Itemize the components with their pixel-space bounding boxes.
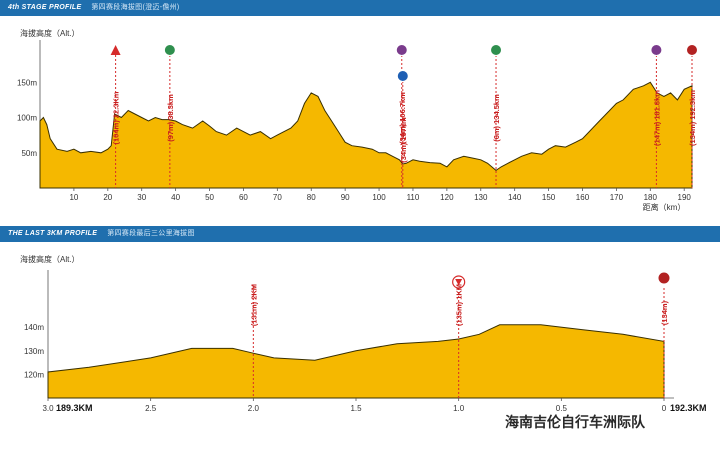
stage-marker-label: (6m) 134.5km	[492, 94, 501, 142]
last3km-x-tick-label: 2.0	[248, 404, 260, 413]
stage-x-tick-label: 80	[307, 193, 316, 202]
stage-x-tick-label: 130	[474, 193, 488, 202]
stage-y-tick-label: 100m	[17, 114, 37, 123]
green-feed-icon	[490, 44, 503, 56]
stage-marker-label: (97m) 38.3km	[166, 94, 175, 142]
stage-x-tick-label: 150	[542, 193, 556, 202]
last3km-end-km-label: 192.3KM	[670, 403, 707, 413]
sprint-triangle-icon	[110, 45, 121, 55]
stage-x-tick-label: 20	[103, 193, 112, 202]
intermediate-sprint-icon	[395, 44, 408, 56]
stage-x-tick-label: 170	[610, 193, 624, 202]
stage-y-tick-label: 150m	[17, 78, 37, 87]
last3km-marker-label: (134m)	[660, 300, 669, 325]
stage-x-tick-label: 50	[205, 193, 214, 202]
last3km-x-tick-label: 3.0	[42, 404, 54, 413]
stage-x-tick-label: 40	[171, 193, 180, 202]
stage-profile-subtitle: 第四赛段海拔图(澄迈-儋州)	[91, 4, 180, 11]
last3km-marker-label: (131m) 2KM	[249, 284, 258, 326]
finish-flag-icon	[657, 271, 671, 285]
stage-y-axis-label: 海拔高度（Alt.）	[20, 28, 80, 38]
finish-flag-icon	[686, 44, 698, 56]
last3km-x-tick-label: 2.5	[145, 404, 157, 413]
stage-profile-title: 4th STAGE PROFILE	[8, 4, 82, 11]
stage-elevation-area	[39, 81, 693, 189]
stage-x-tick-label: 30	[137, 193, 146, 202]
stage-marker-label: (34m) 107km	[399, 117, 408, 163]
stage-x-tick-label: 190	[678, 193, 692, 202]
stage-x-tick-label: 90	[341, 193, 350, 202]
stage-x-axis-label: 距离（km）	[643, 202, 686, 212]
last-3km-subtitle: 第四赛段最后三公里海拔图	[107, 230, 195, 237]
green-feed-icon	[163, 44, 176, 56]
stage-y-tick-label: 50m	[21, 149, 37, 158]
last3km-x-tick-label: 0.5	[556, 404, 568, 413]
last3km-y-tick-label: 140m	[24, 323, 44, 332]
stage-x-tick-label: 10	[69, 193, 78, 202]
blue-checkpoint-icon	[396, 70, 409, 82]
watermark-text: 海南吉伦自行车洲际队	[505, 415, 645, 431]
stage-profile-header: 4th STAGE PROFILE 第四赛段海拔图(澄迈-儋州)	[0, 0, 720, 16]
last3km-elevation-area	[47, 324, 665, 399]
stage-x-tick-label: 140	[508, 193, 522, 202]
last3km-y-tick-label: 130m	[24, 347, 44, 356]
last-3km-title: THE LAST 3KM PROFILE	[8, 230, 98, 237]
stage-x-tick-label: 120	[440, 193, 454, 202]
last3km-y-tick-label: 120m	[24, 370, 44, 379]
intermediate-sprint-icon	[650, 44, 663, 56]
last3km-start-km-label: 189.3KM	[56, 403, 93, 413]
stage-x-tick-label: 70	[273, 193, 282, 202]
flamme-rouge-icon	[455, 279, 463, 286]
stage-marker-label: (34m) 106.7km	[398, 92, 407, 144]
last3km-x-tick-label: 1.0	[453, 404, 465, 413]
stage-x-tick-label: 60	[239, 193, 248, 202]
stage-marker-label: (147m) 181.8km	[652, 90, 661, 146]
last3km-x-tick-label: 0	[662, 404, 667, 413]
last3km-y-axis-label: 海拔高度（Alt.）	[20, 254, 80, 264]
last3km-x-tick-label: 1.5	[350, 404, 362, 413]
stage-x-tick-label: 180	[644, 193, 658, 202]
stage-x-tick-label: 100	[372, 193, 386, 202]
stage-marker-label: (104m) 22.3Km	[112, 91, 121, 144]
last3km-marker-label: (135m) 1KM	[455, 284, 464, 326]
last-3km-header: THE LAST 3KM PROFILE 第四赛段最后三公里海拔图	[0, 226, 720, 242]
stage-x-tick-label: 110	[407, 193, 420, 202]
stage-x-tick-label: 160	[576, 193, 590, 202]
stage-marker-label: (134m) 192.3km	[688, 90, 697, 146]
